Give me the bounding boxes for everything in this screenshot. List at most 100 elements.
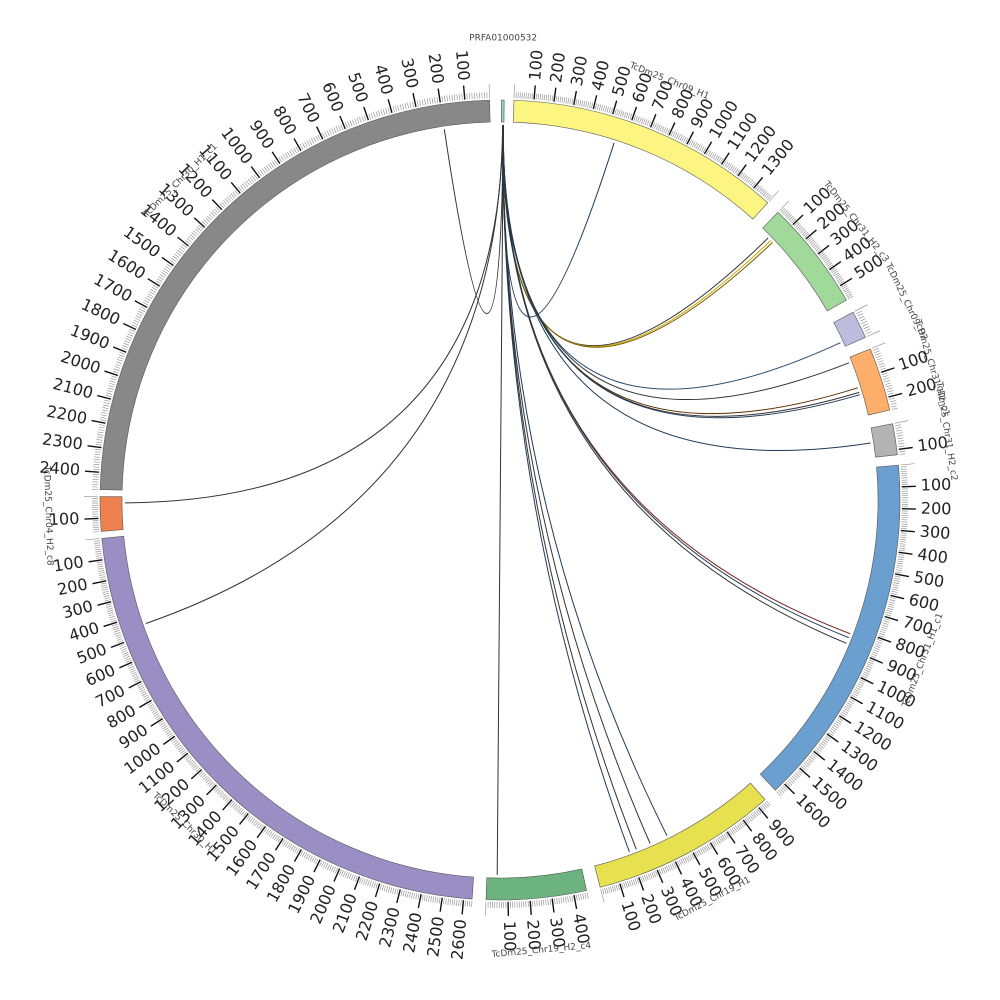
- tick-label-tcdm25-chr30-h1-c1-700: 700: [293, 90, 324, 126]
- tick-label-tcdm25-chr30-h1-2400: 2400: [399, 911, 426, 955]
- major-tick-tcdm25-chr19-h1-600: [709, 842, 719, 855]
- major-tick-tcdm25-chr09-h1-1300: [753, 176, 764, 189]
- major-tick-tcdm25-chr19-h1-400: [674, 861, 683, 875]
- major-tick-tcdm25-chr30-h1-1800: [293, 849, 302, 863]
- major-tick-tcdm25-chr09-h1-900: [686, 131, 695, 145]
- segment-tcdm25-chr30-h1: [101, 535, 474, 900]
- major-tick-tcdm25-chr19-h2-c4-300: [551, 898, 555, 913]
- major-tick-tcdm25-chr31-h1-c1-400: [898, 551, 913, 555]
- segment-tcdm25-chr31-h2-c1: [849, 348, 891, 416]
- tick-marks-tcdm25-chr30-h1-c1: [84, 84, 490, 490]
- tick-label-tcdm25-chr30-h1-100: 100: [52, 552, 85, 575]
- major-tick-tcdm25-chr19-h1-200: [638, 877, 645, 891]
- major-tick-tcdm25-chr09-h1-800: [668, 122, 676, 136]
- major-tick-tcdm25-chr30-h1-c1-700: [315, 126, 324, 140]
- segment-tcdm25-chr04-h2-c8: [99, 496, 124, 532]
- tick-label-tcdm25-chr30-h1-200: 200: [56, 574, 90, 599]
- major-tick-tcdm25-chr30-h1-2500: [439, 897, 443, 912]
- tick-label-tcdm25-chr09-h1-100: 100: [525, 49, 547, 81]
- link-tcdm25-chr19-h1-240: [502, 124, 637, 850]
- major-tick-tcdm25-chr19-h1-800: [742, 819, 753, 832]
- tick-label-tcdm25-chr30-h1-2500: 2500: [423, 915, 448, 958]
- major-tick-tcdm25-chr31-h1-c1-700: [884, 615, 899, 622]
- link-tcdm25-chr30-h1-c1-200: [443, 124, 504, 314]
- segment-tcdm25-chr09-h2: [833, 311, 866, 347]
- major-tick-tcdm25-chr30-h1-100: [88, 559, 103, 563]
- major-tick-tcdm25-chr30-h1-2200: [374, 883, 381, 898]
- major-tick-tcdm25-chr09-h1-1000: [703, 141, 713, 155]
- link-tcdm25-chr31-h2-c2-60: [502, 124, 871, 451]
- major-tick-tcdm25-chr30-h1-c1-1100: [230, 182, 241, 194]
- link-tcdm25-chr31-h2-c1-160: [502, 124, 861, 419]
- major-tick-tcdm25-chr31-h1-c1-300: [900, 529, 915, 533]
- major-tick-tcdm25-chr30-h1-1400: [222, 799, 233, 811]
- major-tick-tcdm25-chr09-h1-700: [649, 114, 657, 128]
- tick-label-tcdm25-chr30-h1-c1-2100: 2100: [51, 374, 95, 403]
- link-tcdm25-chr19-h1-200: [502, 124, 630, 853]
- major-tick-tcdm25-chr31-h1-c1-1200: [838, 715, 852, 724]
- major-tick-tcdm25-chr30-h1-c1-1800: [122, 322, 137, 331]
- major-tick-tcdm25-chr30-h1-200: [92, 580, 107, 585]
- major-tick-tcdm25-chr30-h1-700: [128, 680, 142, 689]
- tick-label-tcdm25-chr30-h1-c1-100: 100: [452, 49, 474, 81]
- major-tick-tcdm25-chr30-h1-c1-1200: [211, 199, 223, 211]
- major-tick-tcdm25-chr31-h2-c3-100: [792, 214, 804, 226]
- tick-label-tcdm25-chr30-h1-c1-2000: 2000: [58, 347, 103, 378]
- tick-label-tcdm25-chr31-h1-c1-200: 200: [921, 499, 952, 519]
- major-tick-tcdm25-chr31-h2-c2-100: [898, 446, 913, 450]
- major-tick-tcdm25-chr19-h2-c4-400: [573, 894, 578, 910]
- major-tick-tcdm25-chr30-h1-c1-600: [339, 115, 346, 130]
- major-tick-tcdm25-chr30-h1-2000: [333, 868, 341, 882]
- major-tick-tcdm25-chr31-h1-c1-600: [890, 594, 905, 600]
- tick-label-tcdm25-chr30-h1-c1-400: 400: [371, 62, 398, 97]
- major-tick-tcdm25-chr09-h1-1100: [720, 152, 730, 165]
- major-tick-tcdm25-chr30-h1-400: [103, 621, 118, 628]
- segment-tcdm25-chr30-h1-c1: [99, 99, 491, 491]
- major-tick-tcdm25-chr30-h1-c1-2400: [84, 470, 100, 473]
- major-tick-tcdm25-chr31-h1-c1-1000: [860, 676, 874, 685]
- major-tick-tcdm25-chr31-h2-c1-100: [880, 367, 895, 373]
- major-tick-tcdm25-chr30-h1-c1-2200: [91, 419, 106, 424]
- links-layer: [124, 124, 871, 876]
- segment-name-tcdm25-chr31-h2-c2: TcDm25_Chr31_H2_c2: [933, 380, 958, 481]
- link-tcdm25-chr19-h2-c4-50: [496, 124, 504, 876]
- major-tick-tcdm25-chr30-h1-c1-1300: [193, 217, 206, 228]
- major-tick-tcdm25-chr30-h1-c1-500: [363, 106, 370, 121]
- major-tick-tcdm25-chr30-h1-c1-2300: [87, 445, 102, 449]
- major-tick-tcdm25-chr30-h1-600: [119, 661, 133, 669]
- major-tick-tcdm25-chr30-h1-c1-1900: [112, 346, 127, 353]
- major-tick-tcdm25-chr30-h1-c1-2000: [104, 370, 119, 377]
- tick-label-tcdm25-chr30-h1-c1-600: 600: [318, 79, 347, 115]
- major-tick-tcdm25-chr31-h2-c1-200: [888, 392, 903, 398]
- tick-marks-tcdm25-chr04-h2-c8: [83, 496, 100, 533]
- tick-label-tcdm25-chr31-h1-c1-600: 600: [907, 590, 941, 616]
- major-tick-tcdm25-chr30-h1-1600: [256, 825, 266, 839]
- tick-marks-tcdm25-chr09-h2: [854, 304, 881, 337]
- major-tick-tcdm25-chr19-h2-c4-200: [529, 900, 532, 915]
- major-tick-tcdm25-chr30-h1-c1-1600: [147, 278, 160, 287]
- major-tick-tcdm25-chr30-h1-1200: [190, 768, 203, 780]
- segments-layer: [99, 99, 901, 901]
- link-tcdm25-chr04-h2-c8-30: [124, 124, 504, 504]
- tick-label-tcdm25-chr30-h1-c1-1900: 1900: [68, 320, 113, 353]
- major-tick-tcdm25-chr31-h1-c1-500: [895, 573, 910, 578]
- major-tick-tcdm25-chr19-h1-100: [619, 883, 625, 898]
- major-tick-tcdm25-chr31-h1-c1-1300: [826, 733, 839, 743]
- major-tick-tcdm25-chr30-h1-1300: [206, 784, 217, 796]
- tick-label-tcdm25-chr31-h1-c1-500: 500: [912, 567, 946, 591]
- segment-tcdm25-chr19-h2-c4: [485, 868, 587, 901]
- segment-name-tcdm25-chr04-h2-c8: TcDm25_Chr04_H2_c8: [41, 465, 55, 566]
- tick-label-tcdm25-chr30-h1-2600: 2600: [447, 918, 470, 960]
- segment-prfa01000532: [501, 99, 505, 123]
- major-tick-tcdm25-chr09-h1-1200: [737, 164, 747, 177]
- major-tick-tcdm25-chr30-h1-2300: [396, 889, 401, 904]
- segment-tcdm25-chr09-h1: [512, 99, 769, 220]
- tick-label-tcdm25-chr30-h1-c1-2400: 2400: [39, 458, 81, 480]
- major-tick-tcdm25-chr19-h1-500: [692, 852, 701, 866]
- link-tcdm25-chr19-h1-420: [502, 124, 668, 837]
- major-tick-tcdm25-chr30-h1-c1-400: [387, 99, 393, 113]
- major-tick-tcdm25-chr09-h1-300: [573, 90, 578, 105]
- major-tick-tcdm25-chr31-h2-c3-400: [829, 261, 842, 271]
- link-tcdm25-chr31-h2-c3-95: [502, 124, 773, 348]
